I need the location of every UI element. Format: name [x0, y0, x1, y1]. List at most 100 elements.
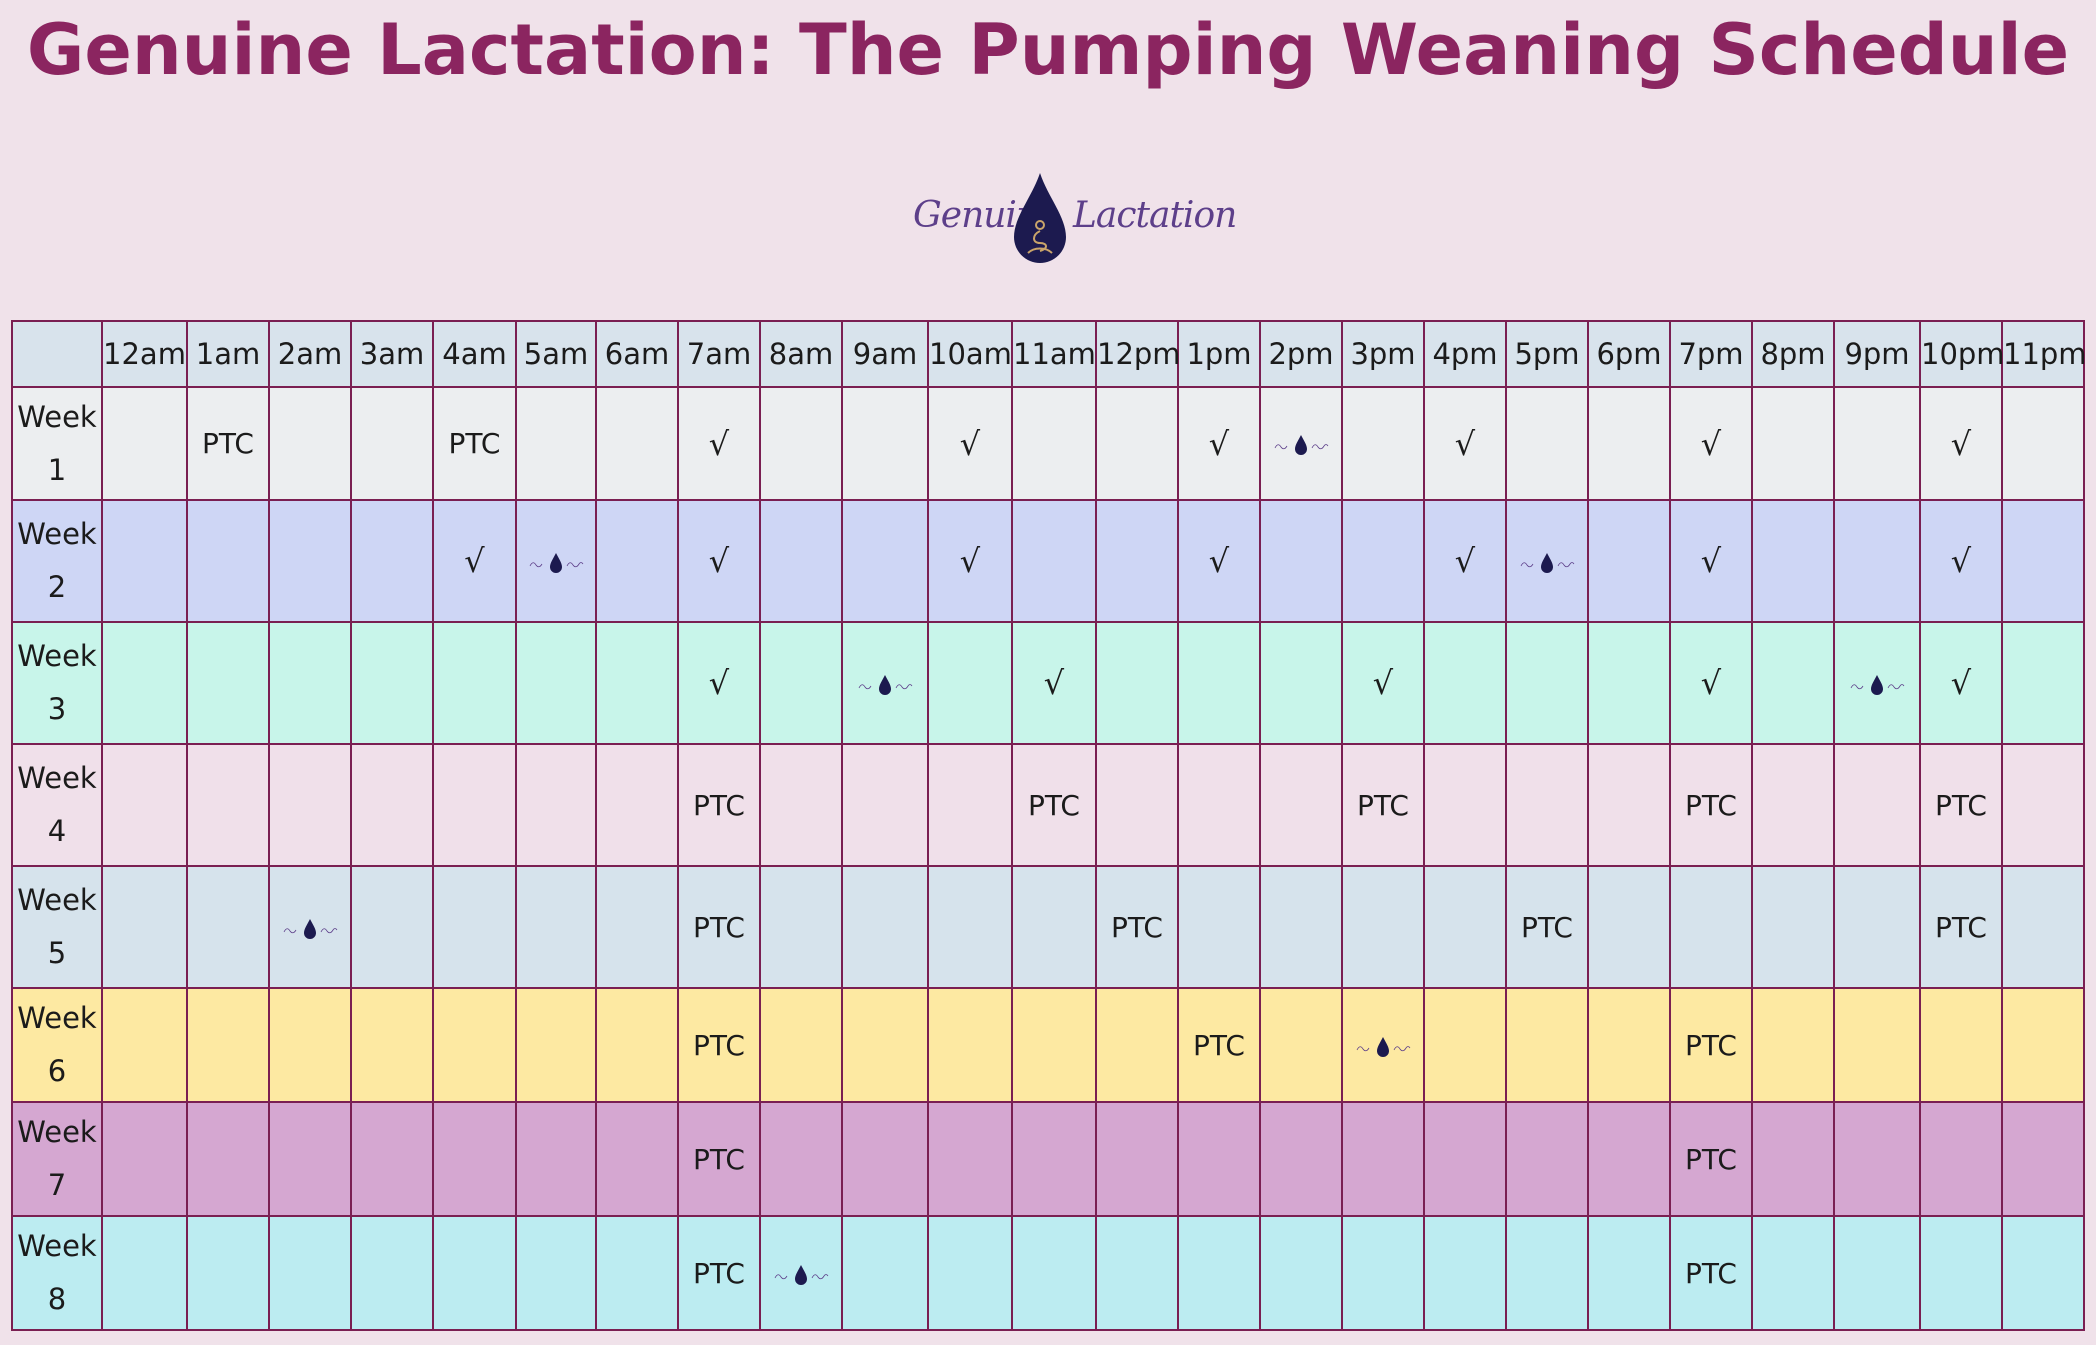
- empty-cell: [515, 865, 597, 989]
- ptc-cell: PTC: [1669, 987, 1753, 1103]
- ptc-cell: PTC: [1669, 743, 1753, 867]
- empty-cell: [2001, 743, 2085, 867]
- pump-check-cell: √: [1669, 386, 1753, 501]
- empty-cell: [1833, 743, 1921, 867]
- column-header-3am: 3am: [350, 320, 434, 388]
- pump-check-cell: √: [1423, 386, 1507, 501]
- empty-cell: [1833, 386, 1921, 501]
- table-header-row: 12am 1am 2am 3am 4am 5am 6am 7am 8am 9am 10am 11am 1…: [11, 320, 2087, 388]
- empty-cell: [1423, 621, 1507, 745]
- empty-cell: [101, 865, 188, 989]
- empty-cell: [841, 386, 929, 501]
- ptc-cell: PTC: [1341, 743, 1425, 867]
- empty-cell: [841, 987, 929, 1103]
- column-header-7am: 7am: [677, 320, 761, 388]
- empty-cell: [1833, 987, 1921, 1103]
- empty-cell: [1833, 1101, 1921, 1217]
- empty-cell: [2001, 499, 2085, 623]
- empty-cell: [1259, 1101, 1343, 1217]
- empty-cell: [1011, 1215, 1097, 1331]
- empty-cell: [1177, 1101, 1261, 1217]
- empty-cell: [350, 743, 434, 867]
- empty-cell: [1505, 743, 1589, 867]
- empty-cell: [759, 1101, 843, 1217]
- empty-cell: [186, 865, 270, 989]
- empty-cell: [1833, 1215, 1921, 1331]
- empty-cell: [432, 865, 517, 989]
- empty-cell: [1751, 1101, 1835, 1217]
- check-mark: √: [1700, 424, 1722, 463]
- empty-cell: [1587, 1215, 1671, 1331]
- empty-cell: [1919, 1215, 2003, 1331]
- empty-cell: [1259, 865, 1343, 989]
- ptc-cell: PTC: [186, 386, 270, 501]
- table-row: Week 3 √ √ √ √ √: [11, 621, 2085, 745]
- column-header-12pm: 12pm: [1095, 320, 1181, 388]
- column-header-7pm: 7pm: [1669, 320, 1753, 388]
- pump-check-cell: √: [1341, 621, 1425, 745]
- table-row: Week 4 PTC PTC PTC PTC PTC: [11, 743, 2085, 867]
- empty-cell: [841, 499, 929, 623]
- column-header-5am: 5am: [515, 320, 597, 388]
- empty-cell: [595, 386, 679, 501]
- check-mark: √: [1043, 664, 1065, 702]
- column-header-5pm: 5pm: [1505, 320, 1589, 388]
- empty-cell: [186, 987, 270, 1103]
- empty-cell: [1341, 1101, 1425, 1217]
- empty-cell: [1505, 386, 1589, 501]
- pump-check-cell: √: [1669, 621, 1753, 745]
- empty-cell: [432, 987, 517, 1103]
- empty-cell: [1341, 386, 1425, 501]
- empty-cell: [759, 987, 843, 1103]
- table-body: Week 1 PTC PTC √ √ √ √ √ √ Week 2 √ √ √ √ √ √ √ Week 3 √ √ √…: [11, 386, 2085, 1331]
- weaning-schedule-table: 12am 1am 2am 3am 4am 5am 6am 7am 8am 9am 10am 11am 1…: [11, 320, 2087, 1331]
- empty-cell: [268, 1215, 352, 1331]
- empty-cell: [841, 743, 929, 867]
- empty-cell: [101, 1101, 188, 1217]
- empty-cell: [268, 499, 352, 623]
- empty-cell: [186, 621, 270, 745]
- empty-cell: [1011, 499, 1097, 623]
- empty-cell: [1751, 386, 1835, 501]
- ptc-cell: PTC: [1669, 1101, 1753, 1217]
- empty-cell: [1587, 1101, 1671, 1217]
- genuine-lactation-logo-icon: [1850, 674, 1905, 695]
- empty-cell: [432, 621, 517, 745]
- empty-cell: [1669, 865, 1753, 989]
- empty-cell: [1341, 865, 1425, 989]
- empty-cell: [1587, 621, 1671, 745]
- empty-cell: [1095, 499, 1179, 623]
- empty-cell: [1751, 865, 1835, 989]
- empty-cell: [1587, 865, 1671, 989]
- table-row: Week 5 PTC PTC PTC PTC: [11, 865, 2085, 989]
- empty-cell: [595, 987, 679, 1103]
- week-label: Week 3: [11, 621, 103, 745]
- empty-cell: [515, 987, 597, 1103]
- empty-cell: [1177, 865, 1261, 989]
- genuine-lactation-logo-icon: [858, 674, 913, 695]
- check-mark: √: [1454, 542, 1476, 580]
- table-row: Week 8 PTC PTC: [11, 1215, 2085, 1331]
- empty-cell: [927, 621, 1013, 745]
- week-label: Week 8: [11, 1215, 103, 1331]
- column-header-8am: 8am: [759, 320, 843, 388]
- pump-check-cell: √: [432, 499, 517, 623]
- check-mark: √: [708, 542, 730, 580]
- empty-cell: [759, 621, 843, 745]
- empty-cell: [841, 1101, 929, 1217]
- empty-cell: [350, 1215, 434, 1331]
- empty-cell: [1423, 865, 1507, 989]
- empty-cell: [432, 743, 517, 867]
- empty-cell: [1587, 386, 1671, 501]
- empty-cell: [927, 987, 1013, 1103]
- empty-cell: [1751, 987, 1835, 1103]
- column-header-12am: 12am: [101, 320, 188, 388]
- table-row: Week 2 √ √ √ √ √ √ √: [11, 499, 2085, 623]
- pump-check-cell: √: [1177, 499, 1261, 623]
- empty-cell: [759, 865, 843, 989]
- check-mark: √: [1454, 424, 1476, 463]
- week-label: Week 5: [11, 865, 103, 989]
- pump-check-cell: √: [677, 386, 761, 501]
- table-row: Week 6 PTC PTC PTC: [11, 987, 2085, 1103]
- empty-cell: [268, 743, 352, 867]
